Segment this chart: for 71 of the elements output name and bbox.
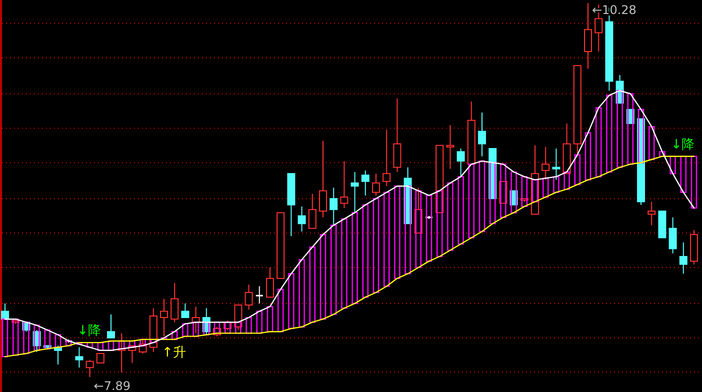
candlestick — [181, 302, 190, 318]
bar — [510, 171, 517, 214]
bar — [659, 151, 666, 157]
bar — [86, 342, 93, 348]
bar — [384, 192, 390, 287]
bar — [426, 194, 432, 262]
bar — [330, 224, 337, 316]
bar — [447, 182, 454, 251]
bar — [12, 318, 19, 356]
bar — [97, 342, 104, 351]
bar — [182, 323, 188, 337]
bar — [670, 156, 676, 174]
candlestick — [648, 201, 656, 226]
bar — [224, 322, 231, 334]
bar — [172, 331, 178, 340]
bar — [690, 156, 698, 209]
bar — [648, 126, 655, 160]
text: ←7.89 — [94, 379, 131, 392]
bar — [490, 162, 496, 224]
bar — [320, 234, 326, 320]
candlestick — [319, 140, 327, 218]
bar — [118, 340, 125, 350]
bar — [288, 273, 294, 330]
bar — [415, 190, 422, 268]
bar — [553, 176, 560, 193]
bar — [246, 316, 252, 334]
bar — [256, 310, 262, 334]
candlestick — [668, 216, 677, 254]
candlestick — [446, 124, 454, 170]
bar — [266, 306, 274, 332]
bar — [362, 204, 368, 298]
bar — [436, 190, 443, 258]
candlestick — [361, 170, 370, 196]
bar — [309, 246, 316, 323]
annotation: ↓降 — [77, 324, 102, 339]
bar — [150, 338, 156, 344]
bar — [596, 107, 602, 178]
bar — [34, 324, 40, 351]
bar — [372, 198, 380, 294]
candlestick — [160, 298, 168, 337]
bar — [394, 185, 400, 280]
bar — [478, 160, 486, 232]
bar — [542, 178, 549, 198]
bar — [458, 176, 464, 245]
candlestick — [75, 346, 84, 368]
candlestick — [584, 2, 592, 70]
bar — [66, 340, 72, 346]
bar — [574, 154, 580, 186]
candlestick — [107, 314, 115, 338]
candlestick — [679, 242, 688, 274]
bar — [680, 156, 686, 193]
bar — [352, 212, 358, 304]
annotation: ↑升 — [162, 345, 186, 360]
bar — [298, 259, 305, 328]
bar — [584, 132, 592, 180]
bar — [627, 93, 634, 165]
bar — [108, 340, 114, 351]
bar — [278, 288, 284, 332]
bar — [76, 342, 82, 345]
annotation: ↓降 — [670, 137, 695, 152]
bar — [214, 322, 220, 334]
candlestick — [298, 206, 306, 232]
bar — [23, 322, 30, 354]
bar — [160, 337, 168, 340]
bar — [521, 176, 528, 208]
bar — [500, 164, 506, 218]
bar — [44, 329, 50, 350]
candlestick — [478, 112, 486, 157]
bar — [341, 218, 348, 309]
candlestick — [255, 286, 264, 304]
bar — [606, 94, 612, 173]
